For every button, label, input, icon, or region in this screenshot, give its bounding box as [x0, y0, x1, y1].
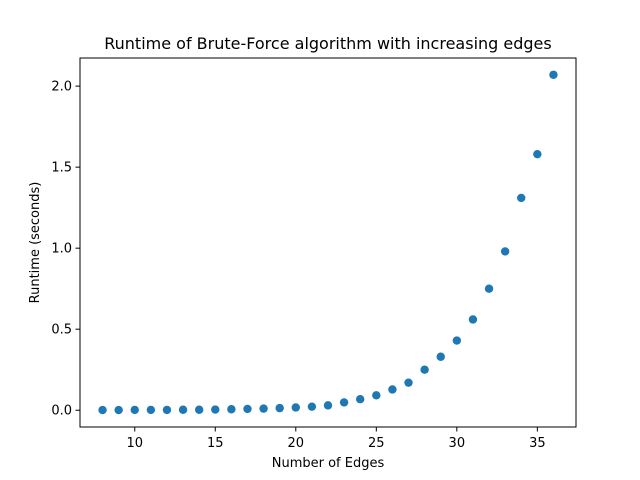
- data-point: [549, 70, 558, 79]
- data-point: [307, 402, 317, 411]
- data-point: [114, 405, 123, 415]
- data-point: [468, 315, 478, 324]
- data-point: [98, 405, 107, 415]
- data-point: [372, 391, 381, 400]
- x-tick-label: 10: [126, 436, 143, 451]
- data-point: [517, 193, 526, 203]
- x-axis-label: Number of Edges: [272, 456, 385, 471]
- data-point: [211, 405, 220, 414]
- x-tick-label: 20: [288, 436, 305, 451]
- y-tick-label: 1.0: [51, 242, 72, 257]
- data-points: [98, 70, 558, 415]
- data-point: [227, 405, 236, 414]
- data-point: [436, 352, 445, 361]
- data-point: [323, 401, 333, 410]
- data-point: [259, 404, 268, 413]
- y-axis-ticks: 0.0 0.5 1.0 1.5 2.0: [51, 80, 80, 419]
- chart-title: Runtime of Brute-Force algorithm with in…: [104, 34, 551, 53]
- y-tick-label: 0.5: [51, 323, 72, 338]
- x-tick-label: 30: [449, 436, 466, 451]
- data-point: [146, 405, 156, 415]
- y-tick-label: 2.0: [51, 80, 72, 95]
- data-point: [452, 336, 462, 345]
- data-point: [243, 404, 252, 414]
- data-point: [356, 395, 365, 404]
- data-point: [404, 378, 413, 387]
- data-point: [275, 403, 284, 413]
- plot-area-frame: [79, 57, 577, 428]
- data-point: [388, 385, 397, 394]
- data-point: [484, 284, 494, 293]
- data-point: [194, 405, 204, 414]
- data-point: [162, 405, 172, 415]
- y-tick-label: 0.0: [51, 404, 72, 419]
- x-tick-label: 25: [368, 436, 385, 451]
- y-tick-label: 1.5: [51, 161, 72, 176]
- x-tick-label: 35: [529, 436, 546, 451]
- x-axis-ticks: 10 15 20 25 30 35: [126, 427, 546, 451]
- data-point: [533, 149, 542, 159]
- x-tick-label: 15: [207, 436, 224, 451]
- data-point: [339, 398, 349, 407]
- data-point: [178, 405, 188, 414]
- data-point: [130, 405, 139, 415]
- data-point: [500, 247, 510, 256]
- data-point: [420, 365, 429, 374]
- y-axis-label: Runtime (seconds): [28, 182, 43, 304]
- data-point: [291, 403, 300, 412]
